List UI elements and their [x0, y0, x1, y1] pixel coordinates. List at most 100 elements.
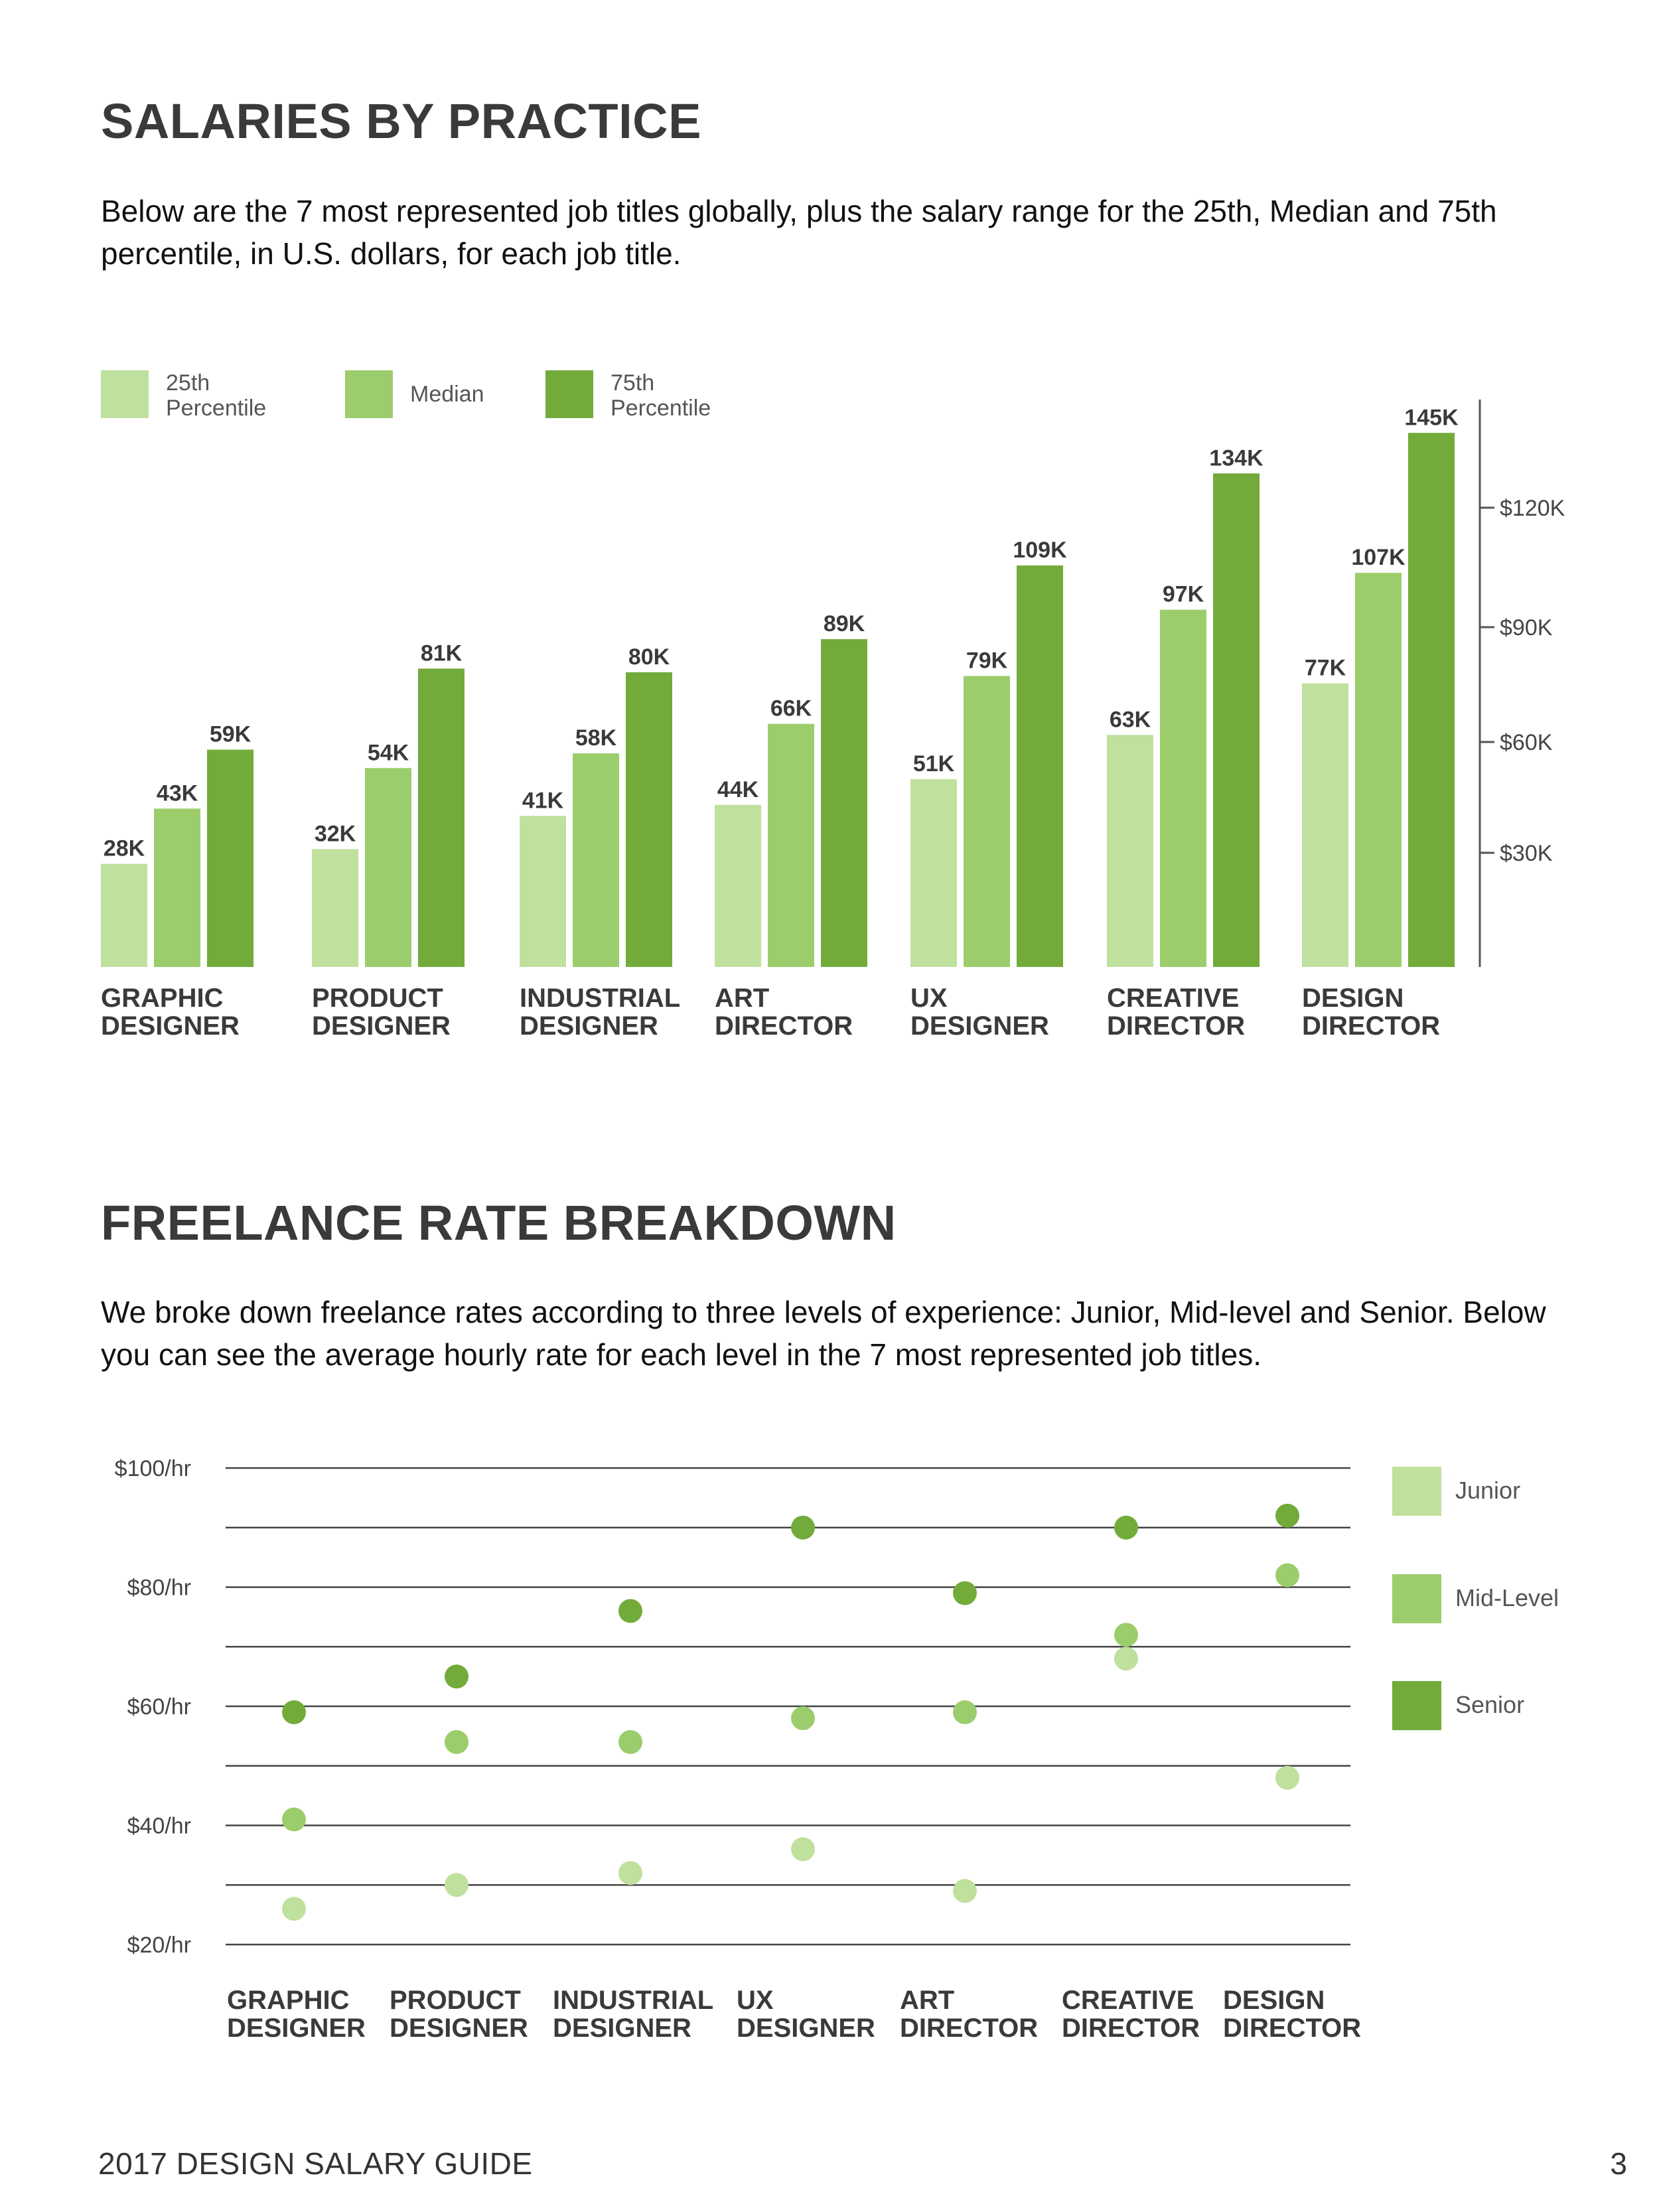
bar-ux-designer-75th-percentile	[1017, 565, 1063, 967]
category-label-creative-director: DIRECTOR	[1107, 1011, 1245, 1041]
bar-design-director-25th-percentile	[1302, 683, 1348, 967]
freelance-intro-text: We broke down freelance rates according …	[101, 1295, 1546, 1372]
legend-label-senior: Senior	[1455, 1691, 1524, 1718]
bar-industrial-designer-25th-percentile	[520, 816, 566, 967]
category-label-ux-designer: DESIGNER	[910, 1011, 1049, 1041]
bar-value-label: 81K	[421, 640, 463, 666]
bar-design-director-75th-percentile	[1408, 433, 1455, 967]
bar-value-label: 79K	[966, 648, 1008, 674]
salaries-intro-text: Below are the 7 most represented job tit…	[101, 194, 1497, 271]
dot-creative-director-junior	[1114, 1647, 1138, 1671]
category-label-industrial-designer: DESIGNER	[553, 2014, 691, 2043]
footer-guide-title: 2017 DESIGN SALARY GUIDE	[98, 2146, 533, 2181]
category-label-design-director: DIRECTOR	[1223, 2014, 1361, 2043]
bar-value-label: 145K	[1404, 405, 1459, 430]
y-axis-tick-label: $80/hr	[127, 1576, 191, 1601]
category-label-art-director: DIRECTOR	[715, 1011, 853, 1041]
legend-label-75th-percentile: 75th	[611, 370, 654, 396]
y-axis-tick-label: $20/hr	[127, 1933, 191, 1958]
legend-swatch-25th-percentile	[101, 370, 149, 418]
bar-creative-director-median	[1160, 609, 1206, 967]
category-label-industrial-designer: INDUSTRIAL	[553, 1986, 713, 2015]
legend-label-junior: Junior	[1455, 1477, 1520, 1504]
category-label-ux-designer: DESIGNER	[737, 2014, 875, 2043]
dot-product-designer-junior	[445, 1873, 469, 1897]
dot-creative-director-mid-level	[1114, 1623, 1138, 1647]
bar-value-label: 97K	[1163, 582, 1204, 607]
bar-value-label: 58K	[575, 725, 617, 751]
footer-page-number: 3	[1610, 2146, 1627, 2181]
category-label-graphic-designer: GRAPHIC	[101, 984, 223, 1013]
bar-graphic-designer-median	[154, 808, 200, 967]
bar-value-label: 63K	[1110, 707, 1151, 732]
dot-art-director-mid-level	[953, 1700, 977, 1724]
bar-creative-director-75th-percentile	[1213, 473, 1260, 967]
category-label-industrial-designer: INDUSTRIAL	[520, 984, 680, 1013]
bar-value-label: 28K	[104, 836, 145, 861]
dot-design-director-junior	[1275, 1765, 1299, 1790]
category-label-industrial-designer: DESIGNER	[520, 1011, 658, 1041]
category-label-graphic-designer: DESIGNER	[227, 2014, 366, 2043]
bar-value-label: 134K	[1209, 445, 1263, 471]
category-label-design-director: DESIGN	[1302, 984, 1404, 1013]
bar-graphic-designer-25th-percentile	[101, 863, 147, 967]
bar-creative-director-25th-percentile	[1107, 735, 1153, 967]
legend-label-median: Median	[410, 382, 484, 407]
bar-value-label: 80K	[628, 644, 670, 670]
category-label-creative-director: CREATIVE	[1062, 1986, 1194, 2015]
bar-graphic-designer-75th-percentile	[207, 749, 253, 967]
freelance-dot-chart: $20/hr$40/hr$60/hr$80/hr$100/hrGRAPHICDE…	[115, 1456, 1559, 2043]
bar-ux-designer-25th-percentile	[910, 778, 957, 967]
category-label-creative-director: DIRECTOR	[1062, 2014, 1200, 2043]
dot-graphic-designer-junior	[282, 1897, 306, 1921]
category-label-product-designer: DESIGNER	[312, 1011, 451, 1041]
bar-value-label: 41K	[522, 788, 564, 813]
category-label-graphic-designer: DESIGNER	[101, 1011, 240, 1041]
salaries-section-title: SALARIES BY PRACTICE	[101, 94, 701, 149]
legend-label-25th-percentile: 25th	[166, 370, 210, 396]
bar-value-label: 107K	[1351, 545, 1406, 570]
dot-industrial-designer-mid-level	[618, 1730, 642, 1754]
bar-value-label: 77K	[1305, 656, 1346, 681]
bar-product-designer-25th-percentile	[312, 849, 358, 967]
dot-art-director-senior	[953, 1581, 977, 1605]
category-label-product-designer: DESIGNER	[390, 2014, 528, 2043]
category-label-design-director: DESIGN	[1223, 1986, 1325, 2015]
bar-value-label: 89K	[824, 611, 865, 636]
bar-value-label: 54K	[368, 740, 409, 765]
category-label-design-director: DIRECTOR	[1302, 1011, 1440, 1041]
legend-swatch-mid-level	[1392, 1574, 1441, 1623]
dot-product-designer-mid-level	[445, 1730, 469, 1754]
legend-swatch-senior	[1392, 1681, 1441, 1730]
category-label-graphic-designer: GRAPHIC	[227, 1986, 349, 2015]
y-axis-tick-label: $60K	[1500, 730, 1553, 755]
legend-label-mid-level: Mid-Level	[1455, 1584, 1559, 1611]
category-label-art-director: ART	[715, 984, 769, 1013]
bar-industrial-designer-median	[573, 753, 619, 967]
category-label-art-director: ART	[900, 1986, 954, 2015]
dot-ux-designer-mid-level	[791, 1706, 815, 1730]
category-label-product-designer: PRODUCT	[390, 1986, 521, 2015]
dot-design-director-mid-level	[1275, 1563, 1299, 1587]
dot-design-director-senior	[1275, 1503, 1299, 1528]
freelance-section-title: FREELANCE RATE BREAKDOWN	[101, 1195, 897, 1250]
bar-value-label: 51K	[913, 751, 955, 776]
category-label-ux-designer: UX	[910, 984, 948, 1013]
dot-graphic-designer-senior	[282, 1700, 306, 1724]
dot-ux-designer-senior	[791, 1515, 815, 1540]
dot-ux-designer-junior	[791, 1837, 815, 1862]
legend-swatch-median	[345, 370, 393, 418]
bar-industrial-designer-75th-percentile	[626, 672, 672, 967]
y-axis-tick-label: $60/hr	[127, 1694, 191, 1720]
bar-value-label: 44K	[717, 777, 759, 802]
category-label-art-director: DIRECTOR	[900, 2014, 1038, 2043]
bar-value-label: 66K	[770, 696, 812, 721]
bar-value-label: 32K	[315, 821, 356, 846]
category-label-product-designer: PRODUCT	[312, 984, 443, 1013]
bar-art-director-75th-percentile	[821, 639, 867, 967]
bar-value-label: 43K	[157, 780, 198, 806]
dot-creative-director-senior	[1114, 1515, 1138, 1540]
bar-design-director-median	[1355, 573, 1402, 967]
legend-swatch-junior	[1392, 1467, 1441, 1516]
